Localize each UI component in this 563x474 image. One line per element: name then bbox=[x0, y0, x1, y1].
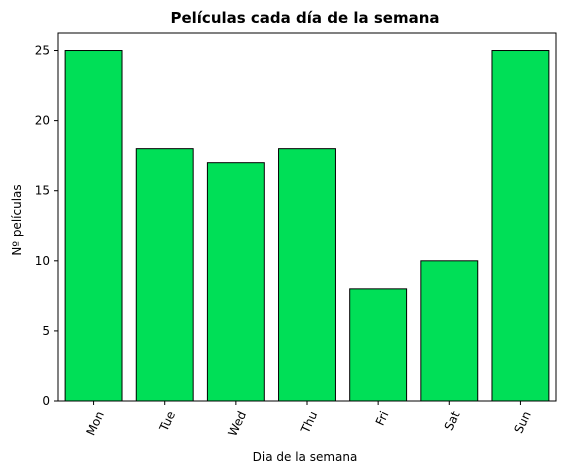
y-tick-label: 20 bbox=[35, 114, 50, 128]
y-tick-label: 0 bbox=[42, 394, 50, 408]
bar-sat bbox=[420, 260, 479, 402]
bar-sun bbox=[491, 50, 550, 402]
bar-thu bbox=[278, 148, 336, 402]
bar-tue bbox=[135, 148, 194, 402]
x-axis-label: Dia de la semana bbox=[253, 450, 358, 464]
y-tick-label: 5 bbox=[42, 324, 50, 338]
chart-title: Películas cada día de la semana bbox=[170, 9, 439, 27]
y-tick-label: 10 bbox=[35, 254, 50, 268]
y-tick-label: 15 bbox=[35, 184, 50, 198]
bar-fri bbox=[349, 288, 408, 402]
bar-mon bbox=[64, 50, 123, 402]
y-axis-label: Nº películas bbox=[10, 184, 24, 255]
bar-wed bbox=[206, 162, 265, 402]
y-tick-label: 25 bbox=[35, 44, 50, 58]
x-tick-label-fri: Fri bbox=[373, 409, 392, 428]
